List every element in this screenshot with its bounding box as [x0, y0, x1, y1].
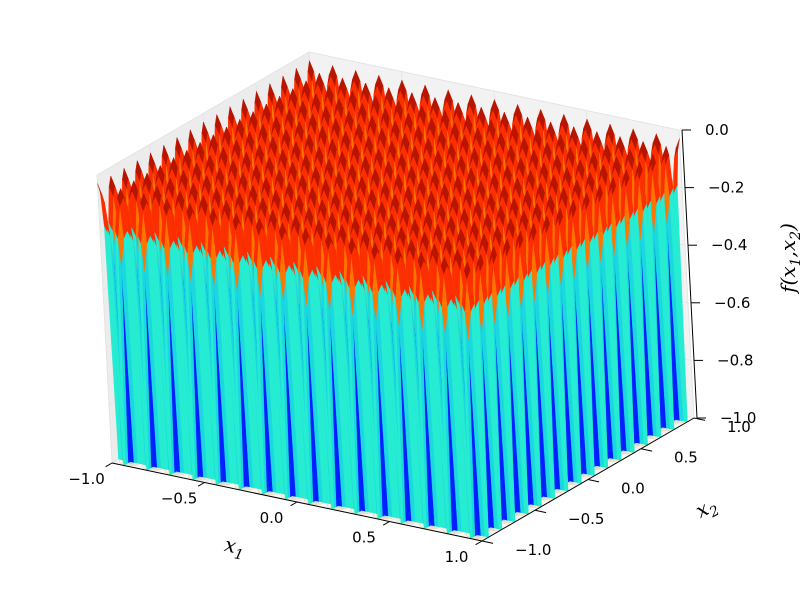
- surface-mesh: [97, 59, 688, 539]
